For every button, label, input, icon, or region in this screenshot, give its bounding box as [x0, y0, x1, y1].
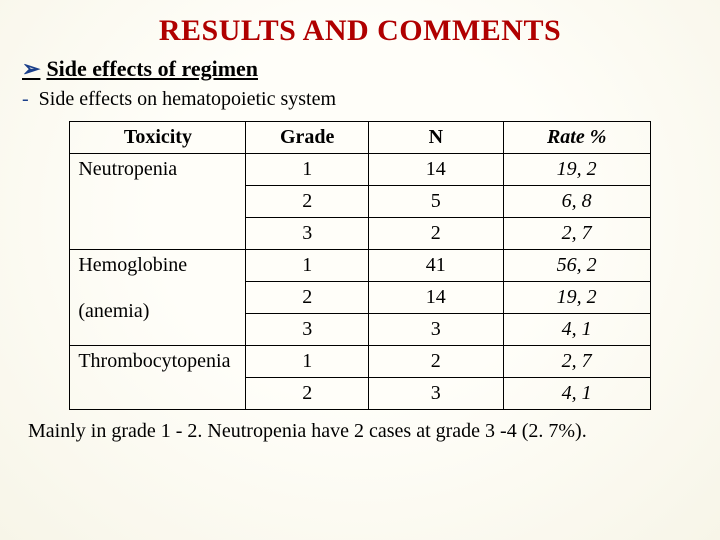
dash-icon: - — [22, 88, 29, 110]
cell-rate: 2, 7 — [503, 218, 650, 250]
th-grade: Grade — [246, 122, 368, 154]
cell-n: 2 — [368, 346, 503, 378]
toxicity-label: Hemoglobine (anemia) — [70, 250, 246, 346]
toxicity-label: Neutropenia — [70, 154, 246, 250]
th-rate: Rate % — [503, 122, 650, 154]
sub-line: -Side effects on hematopoietic system — [22, 88, 698, 111]
cell-n: 5 — [368, 186, 503, 218]
th-toxicity: Toxicity — [70, 122, 246, 154]
cell-rate: 2, 7 — [503, 346, 650, 378]
cell-rate: 4, 1 — [503, 314, 650, 346]
cell-rate: 6, 8 — [503, 186, 650, 218]
sub-line-text: Side effects on hematopoietic system — [39, 88, 336, 110]
toxicity-label-line2: (anemia) — [78, 300, 149, 322]
cell-rate: 19, 2 — [503, 282, 650, 314]
cell-grade: 3 — [246, 218, 368, 250]
table-header-row: Toxicity Grade N Rate % — [70, 122, 650, 154]
cell-grade: 1 — [246, 346, 368, 378]
cell-n: 3 — [368, 314, 503, 346]
cell-n: 41 — [368, 250, 503, 282]
cell-grade: 2 — [246, 186, 368, 218]
section-heading-text: Side effects of regimen — [46, 56, 258, 81]
cell-n: 2 — [368, 218, 503, 250]
cell-n: 14 — [368, 154, 503, 186]
cell-rate: 19, 2 — [503, 154, 650, 186]
th-n: N — [368, 122, 503, 154]
cell-rate: 4, 1 — [503, 378, 650, 410]
table-row: Thrombocytopenia 1 2 2, 7 — [70, 346, 650, 378]
bullet-icon: ➢ — [22, 56, 40, 81]
cell-grade: 2 — [246, 282, 368, 314]
toxicity-label-line1: Hemoglobine — [78, 254, 187, 276]
slide: RESULTS AND COMMENTS ➢Side effects of re… — [0, 0, 720, 540]
section-heading: ➢Side effects of regimen — [22, 56, 698, 82]
cell-grade: 2 — [246, 378, 368, 410]
cell-grade: 1 — [246, 250, 368, 282]
toxicity-table: Toxicity Grade N Rate % Neutropenia 1 14… — [69, 121, 650, 410]
table-row: Neutropenia 1 14 19, 2 — [70, 154, 650, 186]
cell-grade: 3 — [246, 314, 368, 346]
cell-n: 14 — [368, 282, 503, 314]
slide-title: RESULTS AND COMMENTS — [22, 14, 698, 48]
cell-n: 3 — [368, 378, 503, 410]
cell-rate: 56, 2 — [503, 250, 650, 282]
table-row: Hemoglobine (anemia) 1 41 56, 2 — [70, 250, 650, 282]
footer-note: Mainly in grade 1 - 2. Neutropenia have … — [28, 420, 692, 443]
cell-grade: 1 — [246, 154, 368, 186]
toxicity-label: Thrombocytopenia — [70, 346, 246, 410]
